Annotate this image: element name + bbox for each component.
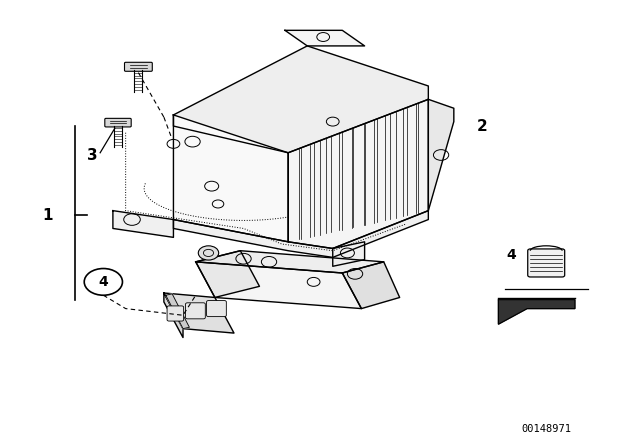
- FancyBboxPatch shape: [125, 62, 152, 71]
- FancyBboxPatch shape: [207, 301, 227, 317]
- Circle shape: [84, 268, 122, 295]
- Text: 1: 1: [43, 207, 53, 223]
- Text: 3: 3: [87, 148, 98, 164]
- Polygon shape: [196, 251, 384, 273]
- Polygon shape: [166, 294, 189, 329]
- Polygon shape: [342, 262, 399, 309]
- Polygon shape: [173, 115, 288, 242]
- Polygon shape: [164, 293, 183, 337]
- FancyBboxPatch shape: [186, 303, 205, 319]
- Text: 2: 2: [477, 119, 488, 134]
- Polygon shape: [196, 251, 259, 297]
- Polygon shape: [164, 293, 234, 333]
- Circle shape: [198, 246, 219, 260]
- Polygon shape: [288, 99, 428, 249]
- Polygon shape: [113, 211, 173, 237]
- FancyBboxPatch shape: [105, 118, 131, 127]
- Polygon shape: [428, 99, 454, 211]
- FancyBboxPatch shape: [167, 306, 184, 321]
- FancyBboxPatch shape: [528, 249, 564, 277]
- Polygon shape: [499, 300, 575, 324]
- Polygon shape: [173, 211, 428, 258]
- Text: 4: 4: [99, 275, 108, 289]
- Polygon shape: [196, 262, 362, 309]
- Text: 00148971: 00148971: [521, 424, 572, 434]
- Polygon shape: [285, 30, 365, 46]
- Polygon shape: [173, 46, 428, 153]
- Polygon shape: [333, 242, 365, 266]
- Text: 4: 4: [506, 248, 516, 262]
